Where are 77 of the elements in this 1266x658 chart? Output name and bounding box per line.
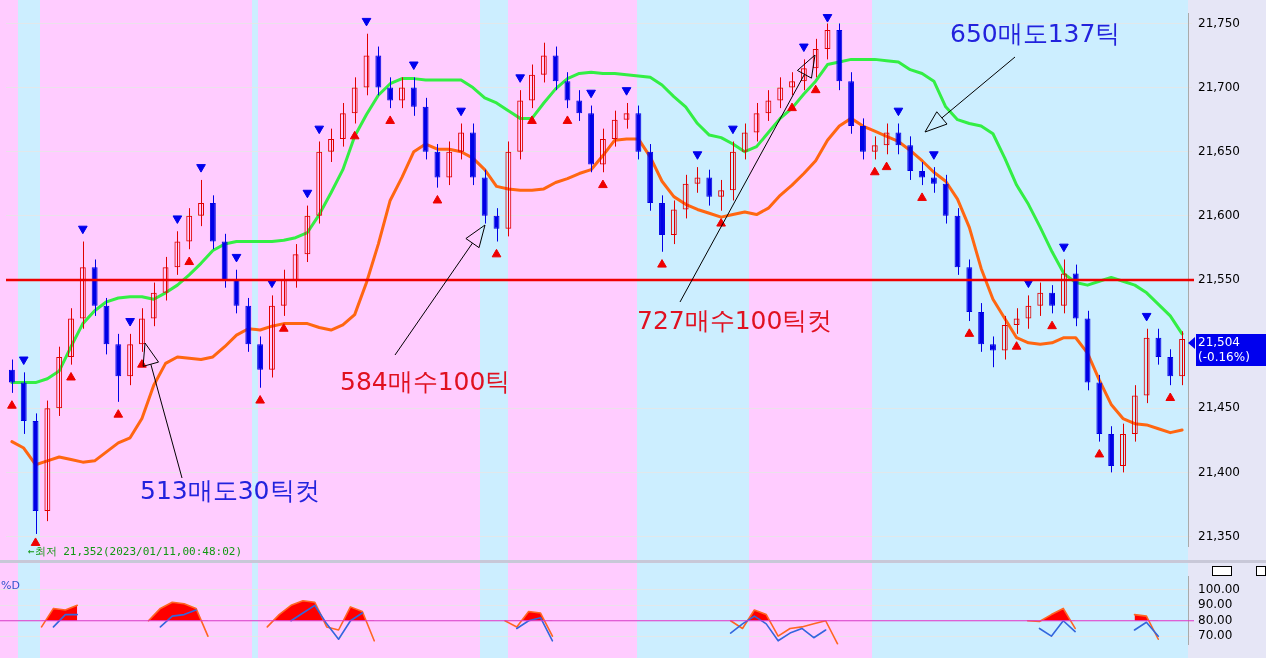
point (125, 318, 135, 327)
chart-title: %D (1, 578, 20, 592)
candlestick (576, 89, 583, 122)
candlestick (930, 166, 937, 194)
candlestick (1167, 348, 1174, 386)
candlestick (564, 71, 571, 109)
point (314, 125, 325, 135)
candlestick (552, 46, 559, 91)
point (1047, 320, 1057, 330)
point (361, 17, 372, 27)
y-tick-label: 21,650 (1198, 143, 1240, 158)
point (1094, 448, 1105, 458)
y-tick-label: 100.00 (1198, 582, 1240, 597)
annotation: 513매도30틱컷 (140, 475, 320, 505)
annotation: 727매수100틱컷 (637, 305, 833, 335)
annotation: ←최저 21,352(2023/01/11,00:48:02) (28, 544, 243, 558)
y-tick-label: 70.00 (1198, 628, 1233, 643)
point (456, 107, 466, 117)
y-tick-label: 21,600 (1198, 207, 1240, 222)
candlestick (706, 169, 713, 207)
candlestick (895, 123, 902, 155)
candlestick (257, 335, 264, 389)
point (66, 371, 76, 381)
point (917, 192, 927, 201)
candlestick (990, 335, 996, 368)
candlestick (387, 76, 394, 109)
point (657, 259, 667, 268)
y-tick-label: 21,700 (1198, 79, 1240, 94)
point (586, 89, 596, 99)
point (113, 409, 124, 418)
text: 21,504 (-0.16%) (1198, 335, 1264, 365)
point (929, 151, 939, 160)
y-tick-label: 21,400 (1198, 464, 1240, 479)
candlestick (1155, 328, 1162, 366)
point (1165, 392, 1176, 402)
point (1011, 341, 1022, 350)
point (598, 179, 608, 189)
point (799, 43, 809, 53)
candlestick (860, 117, 866, 160)
point (255, 395, 265, 404)
point (822, 14, 833, 23)
point (184, 256, 195, 266)
point (7, 400, 17, 409)
point (881, 161, 892, 171)
y-tick-label: 21,450 (1198, 400, 1240, 415)
point (515, 74, 525, 83)
annotation: 650매도137틱 (950, 18, 1121, 48)
candlestick (907, 135, 914, 181)
candlestick (919, 161, 926, 186)
point (964, 328, 975, 337)
point (893, 107, 904, 117)
point (278, 323, 289, 332)
point (728, 125, 738, 135)
annotation: 584매수100틱 (340, 366, 511, 396)
point (432, 194, 443, 204)
point (621, 87, 632, 96)
point (78, 225, 88, 235)
y-tick-label: 90.00 (1198, 597, 1233, 612)
candlestick (410, 76, 417, 117)
point (408, 61, 419, 71)
candlestick (434, 143, 441, 189)
candlestick (1049, 284, 1056, 314)
y-tick-label: 21,750 (1198, 15, 1240, 30)
point (869, 166, 880, 176)
y-tick-label: 21,550 (1198, 272, 1240, 287)
point (302, 189, 313, 199)
point (1059, 243, 1069, 253)
point (231, 253, 242, 263)
point (196, 164, 206, 173)
point (172, 215, 183, 224)
point (692, 151, 703, 160)
point (30, 537, 41, 546)
y-tick-label: 21,350 (1198, 528, 1240, 543)
y-tick-label: 80.00 (1198, 612, 1233, 627)
point (491, 248, 502, 258)
candlestick (8, 359, 15, 394)
point (1141, 312, 1152, 322)
